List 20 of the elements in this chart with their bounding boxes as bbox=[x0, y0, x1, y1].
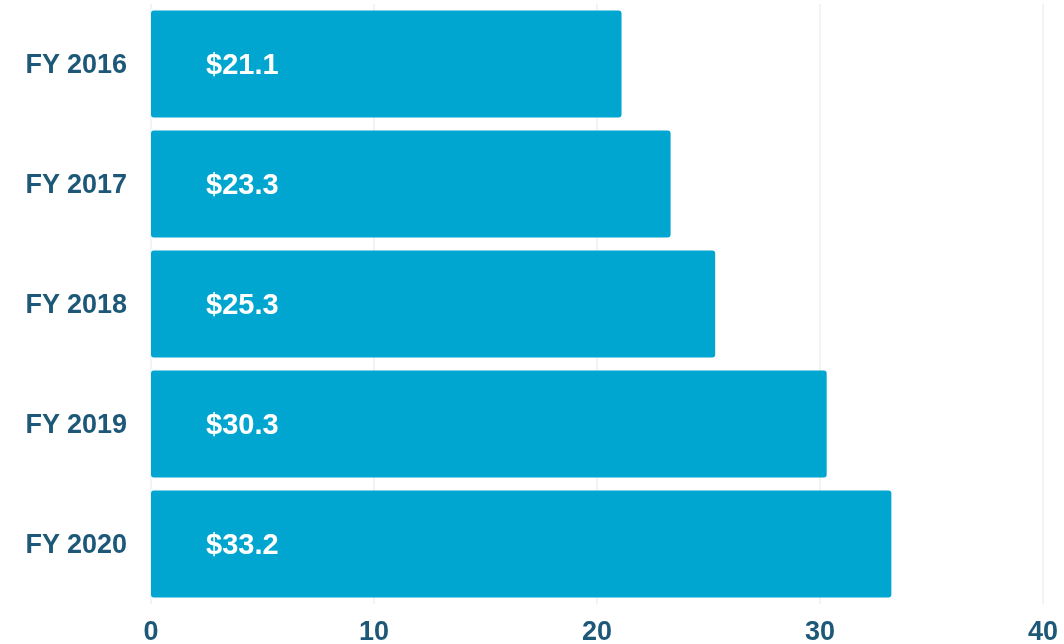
bar bbox=[151, 250, 716, 358]
y-tick-label: FY 2019 bbox=[25, 409, 127, 440]
data-label: $21.1 bbox=[206, 48, 279, 81]
data-label: $23.3 bbox=[206, 168, 279, 201]
x-tick-label: 40 bbox=[1027, 616, 1059, 644]
y-tick-label: FY 2018 bbox=[25, 289, 127, 320]
y-tick-label: FY 2017 bbox=[25, 169, 127, 200]
x-tick-label: 20 bbox=[581, 616, 613, 644]
y-tick-label: FY 2016 bbox=[25, 49, 127, 80]
x-tick-label: 10 bbox=[358, 616, 390, 644]
x-tick-label: 30 bbox=[804, 616, 836, 644]
data-label: $25.3 bbox=[206, 288, 279, 321]
bar bbox=[151, 10, 622, 118]
bar bbox=[151, 490, 892, 598]
y-tick-label: FY 2020 bbox=[25, 529, 127, 560]
bar bbox=[151, 370, 827, 478]
data-label: $30.3 bbox=[206, 408, 279, 441]
x-tick-label: 0 bbox=[143, 616, 159, 644]
data-label: $33.2 bbox=[206, 528, 279, 561]
bar bbox=[151, 130, 671, 238]
